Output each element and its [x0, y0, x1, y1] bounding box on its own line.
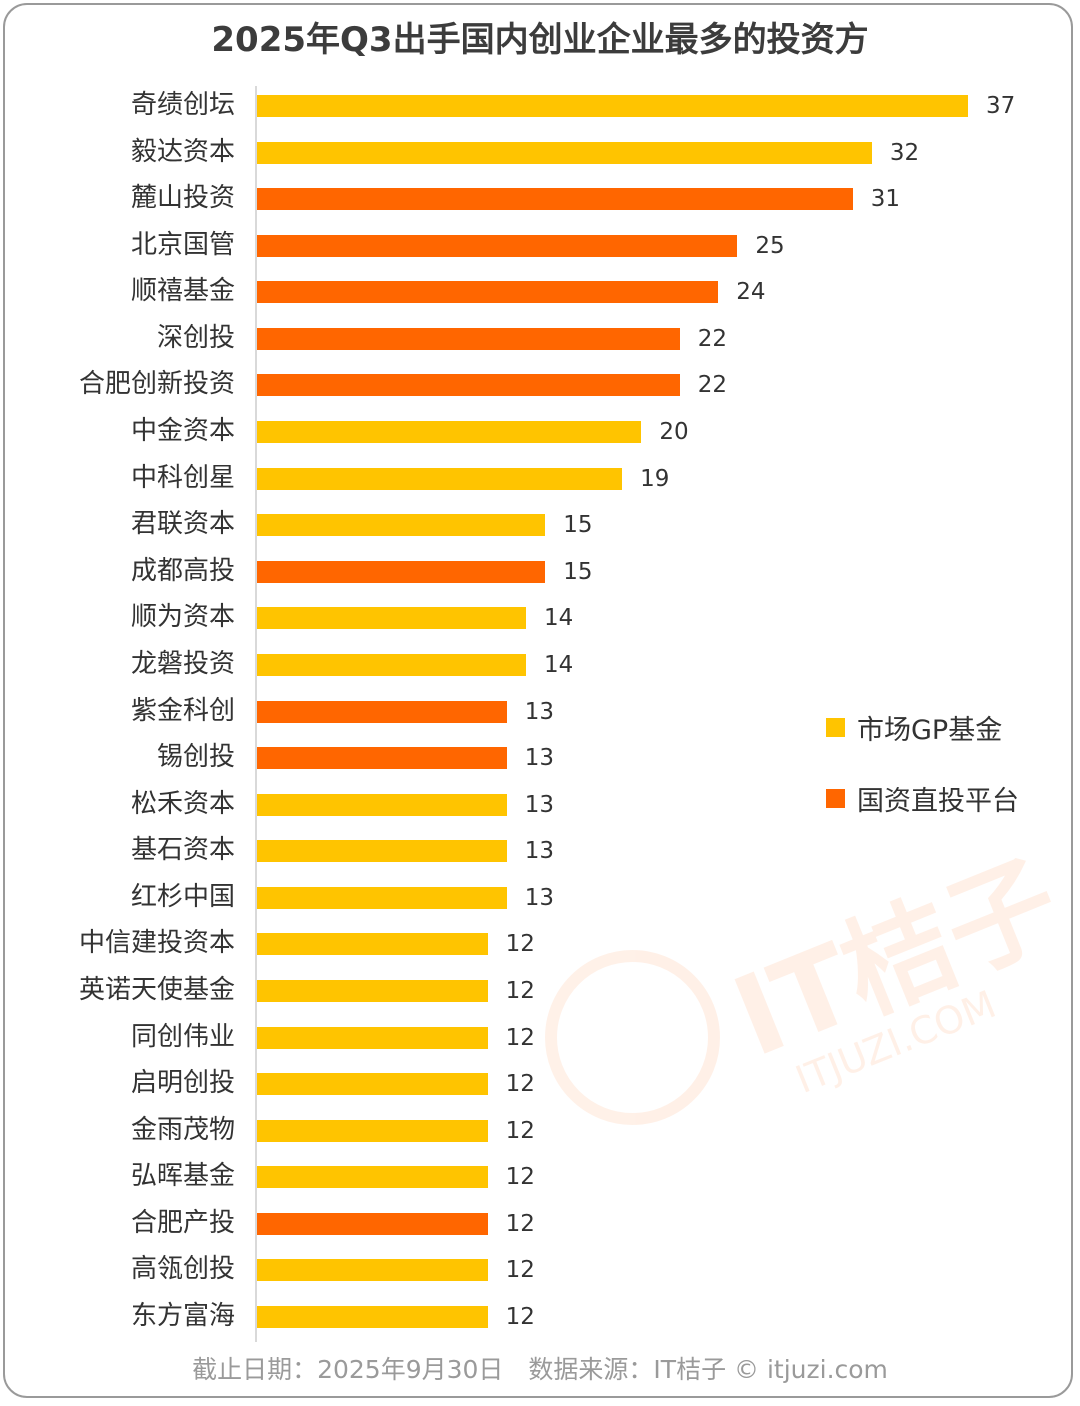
category-label: 弘晖基金	[130, 1161, 235, 1192]
bar	[257, 793, 507, 816]
data-label: 12	[505, 977, 535, 1004]
data-label: 37	[986, 93, 1016, 119]
footer-source: 截止日期：2025年9月30日 数据来源：IT桔子 © itjuzi.com	[192, 1355, 888, 1384]
bar	[257, 1306, 488, 1328]
category-label: 中科创星	[130, 462, 235, 493]
category-label: 金雨茂物	[130, 1114, 235, 1145]
category-label: 基石资本	[130, 835, 235, 866]
category-label: 启明创投	[130, 1068, 235, 1099]
data-label: 14	[544, 605, 574, 632]
data-label: 32	[889, 139, 920, 166]
category-label: 英诺天使基金	[78, 974, 235, 1005]
data-label: 22	[697, 325, 728, 352]
data-label: 13	[524, 838, 555, 865]
legend-label: 国资直投平台	[857, 786, 1019, 817]
category-label: 龙磐投资	[130, 648, 235, 679]
bar	[257, 327, 680, 350]
data-label: 22	[697, 372, 728, 399]
bar	[257, 1026, 488, 1049]
data-label: 12	[505, 1210, 535, 1237]
category-label: 合肥创新投资	[78, 369, 235, 400]
bar	[257, 374, 680, 397]
bar	[257, 560, 546, 583]
bar	[257, 141, 872, 164]
data-label: 20	[659, 419, 689, 446]
bar	[257, 1212, 488, 1235]
bar	[257, 840, 507, 863]
category-label: 麓山投资	[130, 183, 235, 214]
category-label: 北京国管	[130, 229, 235, 260]
data-label: 12	[505, 1304, 535, 1330]
category-label: 中金资本	[130, 416, 235, 447]
legend-swatch-market	[826, 718, 845, 737]
data-label: 12	[505, 1071, 535, 1098]
data-label: 15	[563, 512, 593, 539]
bar	[257, 747, 507, 770]
bar	[257, 188, 853, 211]
bar	[257, 514, 546, 537]
category-label: 中信建投资本	[78, 928, 235, 959]
category-label: 奇绩创坛	[130, 90, 235, 120]
category-label: 东方富海	[130, 1301, 235, 1331]
category-label: 深创投	[156, 322, 235, 353]
category-label: 锡创投	[156, 742, 235, 773]
bar	[257, 886, 507, 909]
chart-frame	[3, 3, 1073, 1398]
data-label: 25	[755, 232, 785, 259]
legend-swatch-state	[826, 789, 845, 808]
bar	[257, 281, 719, 304]
bar	[257, 421, 642, 444]
y-axis-line	[255, 86, 257, 1342]
bar	[257, 979, 488, 1002]
bar	[257, 467, 623, 490]
data-label: 15	[563, 558, 593, 585]
data-label: 12	[505, 931, 535, 958]
category-label: 高瓴创投	[130, 1254, 235, 1285]
bar	[257, 95, 968, 117]
data-label: 12	[505, 1257, 535, 1284]
category-label: 君联资本	[130, 509, 235, 540]
category-label: 松禾资本	[130, 788, 235, 819]
category-label: 顺禧基金	[130, 276, 235, 307]
bar	[257, 1259, 488, 1282]
data-label: 24	[736, 279, 766, 306]
data-label: 13	[524, 698, 555, 725]
legend-item-state: 国资直投平台	[826, 779, 1019, 818]
data-label: 19	[640, 465, 670, 492]
data-label: 13	[524, 791, 555, 818]
bar	[257, 1073, 488, 1096]
category-label: 红杉中国	[130, 881, 235, 912]
bar	[257, 234, 738, 257]
category-label: 同创伟业	[130, 1021, 235, 1052]
bar	[257, 1166, 488, 1189]
category-label: 合肥产投	[130, 1207, 235, 1238]
category-label: 顺为资本	[130, 602, 235, 633]
data-label: 12	[505, 1164, 535, 1191]
data-label: 31	[870, 186, 900, 213]
chart-title: 2025年Q3出手国内创业企业最多的投资方	[211, 20, 869, 60]
bar	[257, 933, 488, 956]
data-label: 14	[544, 651, 574, 678]
bar	[257, 1119, 488, 1142]
category-label: 毅达资本	[130, 136, 235, 167]
category-label: 成都高投	[130, 555, 235, 586]
category-label: 紫金科创	[130, 695, 235, 726]
legend-label: 市场GP基金	[857, 715, 1003, 746]
data-label: 13	[524, 884, 555, 911]
data-label: 12	[505, 1117, 535, 1144]
bar	[257, 653, 527, 676]
legend-item-market: 市场GP基金	[826, 708, 1002, 747]
bar	[257, 700, 507, 723]
data-label: 12	[505, 1024, 535, 1051]
bar	[257, 607, 527, 630]
data-label: 13	[524, 745, 555, 772]
